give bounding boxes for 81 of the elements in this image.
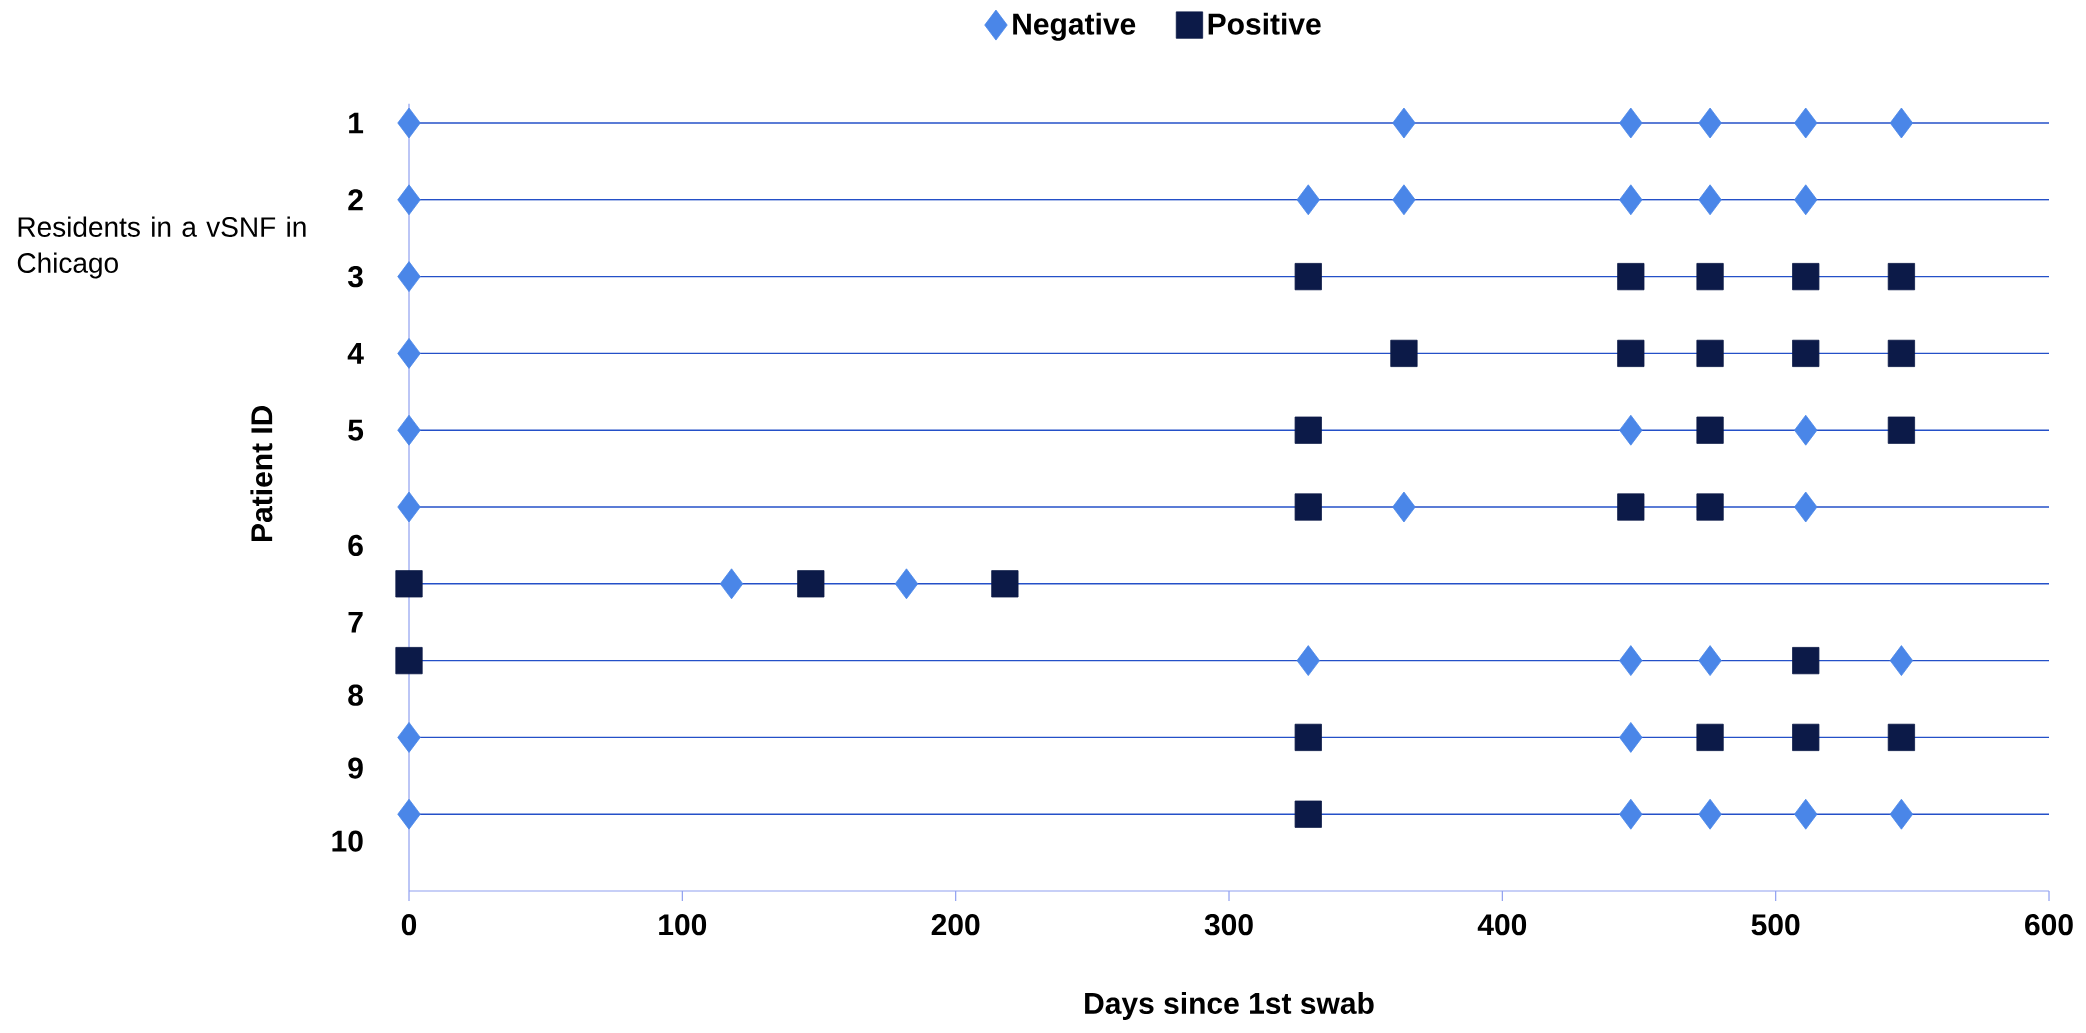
point — [1887, 263, 1916, 291]
point — [1794, 491, 1818, 523]
x-tick-label: 200 — [931, 914, 980, 936]
point — [1617, 339, 1645, 367]
point — [1887, 339, 1916, 367]
text: Residents in a vSNF in Chicago — [17, 216, 306, 279]
point — [1794, 798, 1818, 830]
point — [1294, 263, 1322, 291]
x-tick-label: 500 — [1751, 914, 1800, 936]
point — [1619, 798, 1643, 830]
point — [1792, 339, 1820, 367]
point — [1696, 723, 1724, 752]
y-tick-label: 7 — [348, 611, 363, 633]
point — [1619, 414, 1643, 446]
point — [1698, 645, 1722, 677]
x-axis-title: Days since 1st swab — [1085, 991, 1374, 1020]
y-tick-label: 4 — [347, 343, 364, 364]
legend-label: Negative — [1013, 12, 1136, 41]
point — [1696, 493, 1724, 521]
y-tick-label: 1 — [349, 112, 364, 134]
point — [719, 568, 744, 600]
point — [1696, 339, 1724, 367]
point — [1390, 339, 1418, 367]
point — [1619, 645, 1643, 677]
point — [1392, 184, 1416, 216]
point — [1792, 647, 1820, 675]
point — [797, 570, 825, 598]
y-axis-title: Patient ID — [250, 405, 273, 541]
point — [1794, 414, 1818, 446]
point — [1696, 416, 1724, 444]
point — [1889, 798, 1914, 830]
y-tick-label: 3 — [347, 265, 363, 288]
point — [1294, 800, 1322, 828]
point — [1296, 184, 1320, 216]
point — [1619, 107, 1643, 139]
point — [1887, 416, 1916, 444]
point — [1794, 107, 1818, 139]
point — [1392, 107, 1416, 139]
point — [397, 414, 421, 446]
point — [397, 491, 421, 523]
y-tick-label: 9 — [348, 757, 363, 779]
point — [1619, 722, 1643, 753]
point — [991, 570, 1019, 598]
point — [1696, 263, 1724, 291]
y-tick-label: 10 — [332, 830, 363, 852]
point — [1294, 493, 1322, 521]
x-tick-label: 400 — [1477, 914, 1527, 936]
x-tick-label: 100 — [659, 914, 707, 936]
point — [397, 798, 421, 830]
point — [1617, 493, 1645, 521]
point — [397, 184, 421, 216]
y-tick-label: 6 — [348, 534, 363, 557]
point — [1617, 263, 1645, 291]
point — [1792, 263, 1820, 291]
point — [1294, 723, 1322, 752]
point — [397, 338, 421, 369]
x-tick-label: 0 — [401, 914, 417, 936]
point — [1889, 645, 1914, 677]
point — [1296, 645, 1320, 677]
point — [1792, 723, 1820, 752]
point — [397, 107, 421, 139]
point — [1698, 184, 1722, 216]
point — [1887, 723, 1916, 752]
y-tick-label: 5 — [348, 419, 364, 441]
legend-label: Positive — [1208, 12, 1321, 35]
point — [397, 722, 421, 753]
x-tick-label: 300 — [1204, 914, 1253, 936]
point — [397, 261, 421, 293]
point — [894, 568, 919, 600]
point — [1619, 184, 1643, 216]
x-tick-label: 600 — [2025, 914, 2073, 936]
point — [1698, 107, 1722, 139]
point — [1294, 416, 1322, 444]
point — [395, 647, 423, 675]
point — [1698, 798, 1722, 830]
point — [1889, 107, 1914, 139]
point — [1392, 491, 1416, 523]
y-tick-label: 2 — [348, 189, 363, 211]
y-tick-label: 8 — [348, 684, 363, 706]
point — [1794, 184, 1818, 216]
point — [395, 570, 423, 598]
